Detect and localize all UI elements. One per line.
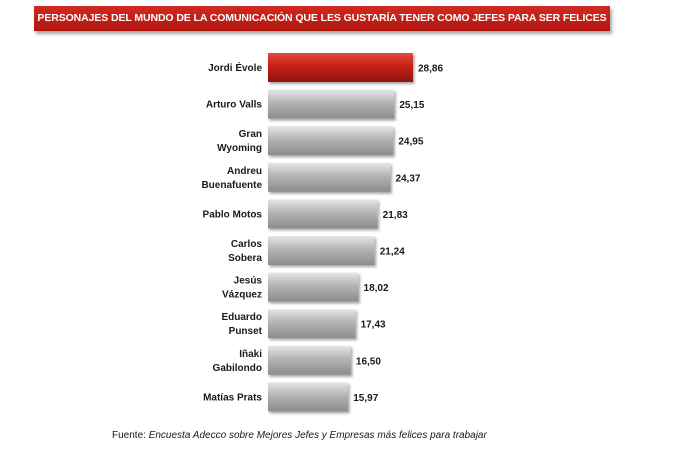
category-label-6: Jesús Vázquez [222, 276, 262, 301]
chart-title: PERSONAJES DEL MUNDO DE LA COMUNICACIÓN … [34, 6, 610, 31]
value-label-0: 28,86 [418, 64, 443, 75]
value-label-2: 24,95 [398, 137, 423, 148]
bar-6 [268, 272, 359, 302]
category-label-line: Andreu [227, 166, 262, 177]
bar-1 [268, 89, 395, 119]
value-label-9: 15,97 [353, 393, 378, 404]
value-label-8: 16,50 [356, 356, 381, 367]
category-label-line: Carlos [231, 239, 263, 250]
value-label-4: 21,83 [383, 210, 408, 221]
category-label-7: Eduardo Punset [221, 312, 262, 337]
category-label-line: Buenafuente [201, 180, 262, 191]
bar-chart: Jordi Évole 28,86 Arturo Valls 25,15 Gran Wyo… [201, 53, 443, 412]
category-label-line: Wyoming [217, 143, 262, 154]
source-note: Fuente: Encuesta Adecco sobre Mejores Je… [112, 430, 487, 441]
category-label-line: Gabilondo [213, 363, 262, 374]
category-label-line: Gran [239, 129, 262, 140]
category-label-3: Andreu Buenafuente [201, 166, 262, 191]
value-label-6: 18,02 [364, 283, 389, 294]
category-label-line: Iñaki [239, 349, 262, 360]
value-label-7: 17,43 [361, 320, 386, 331]
category-label-5: Carlos Sobera [228, 239, 262, 264]
bar-0 [268, 53, 413, 82]
category-label-9: Matías Prats [203, 392, 262, 403]
category-label-line: Pablo Motos [203, 209, 263, 220]
bar-9 [268, 382, 349, 412]
source-text: Encuesta Adecco sobre Mejores Jefes y Em… [148, 430, 487, 441]
value-label-5: 21,24 [380, 247, 405, 258]
category-label-line: Arturo Valls [206, 100, 263, 111]
category-label-line: Jesús [234, 276, 263, 287]
bar-4 [268, 199, 378, 229]
category-label-line: Eduardo [221, 312, 262, 323]
category-label-2: Gran Wyoming [217, 129, 262, 154]
source-prefix: Fuente: [112, 430, 149, 441]
bar-7 [268, 309, 356, 339]
category-label-4: Pablo Motos [203, 209, 263, 220]
bar-3 [268, 162, 391, 192]
category-label-line: Punset [229, 326, 263, 337]
value-label-3: 24,37 [395, 173, 420, 184]
category-label-8: Iñaki Gabilondo [213, 349, 263, 374]
category-label-line: Jordi Évole [208, 61, 262, 74]
category-label-line: Vázquez [222, 290, 262, 301]
bar-2 [268, 126, 394, 156]
value-label-1: 25,15 [399, 100, 424, 111]
bar-5 [268, 236, 375, 265]
category-label-1: Arturo Valls [206, 100, 263, 111]
category-label-line: Sobera [228, 253, 262, 264]
bar-8 [268, 345, 351, 375]
category-label-0: Jordi Évole [208, 61, 262, 74]
category-label-line: Matías Prats [203, 392, 262, 403]
